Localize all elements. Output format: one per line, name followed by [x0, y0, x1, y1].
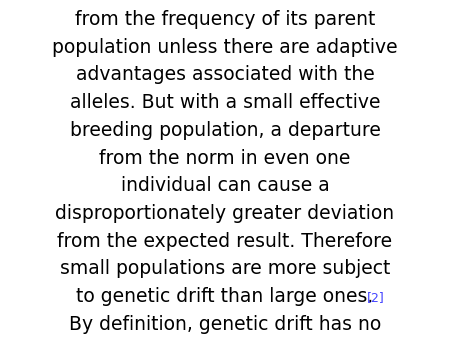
Text: disproportionately greater deviation: disproportionately greater deviation: [55, 204, 395, 223]
Text: from the expected result. Therefore: from the expected result. Therefore: [58, 232, 392, 251]
Text: from the frequency of its parent: from the frequency of its parent: [75, 10, 375, 29]
Text: [2]: [2]: [367, 291, 384, 304]
Text: to genetic drift than large ones.: to genetic drift than large ones.: [76, 287, 373, 306]
Text: population unless there are adaptive: population unless there are adaptive: [52, 38, 398, 57]
Text: from the norm in even one: from the norm in even one: [99, 149, 351, 168]
Text: alleles. But with a small effective: alleles. But with a small effective: [70, 93, 380, 112]
Text: By definition, genetic drift has no: By definition, genetic drift has no: [69, 315, 381, 334]
Text: individual can cause a: individual can cause a: [121, 176, 329, 195]
Text: small populations are more subject: small populations are more subject: [60, 259, 390, 279]
Text: breeding population, a departure: breeding population, a departure: [70, 121, 380, 140]
Text: advantages associated with the: advantages associated with the: [76, 66, 374, 84]
